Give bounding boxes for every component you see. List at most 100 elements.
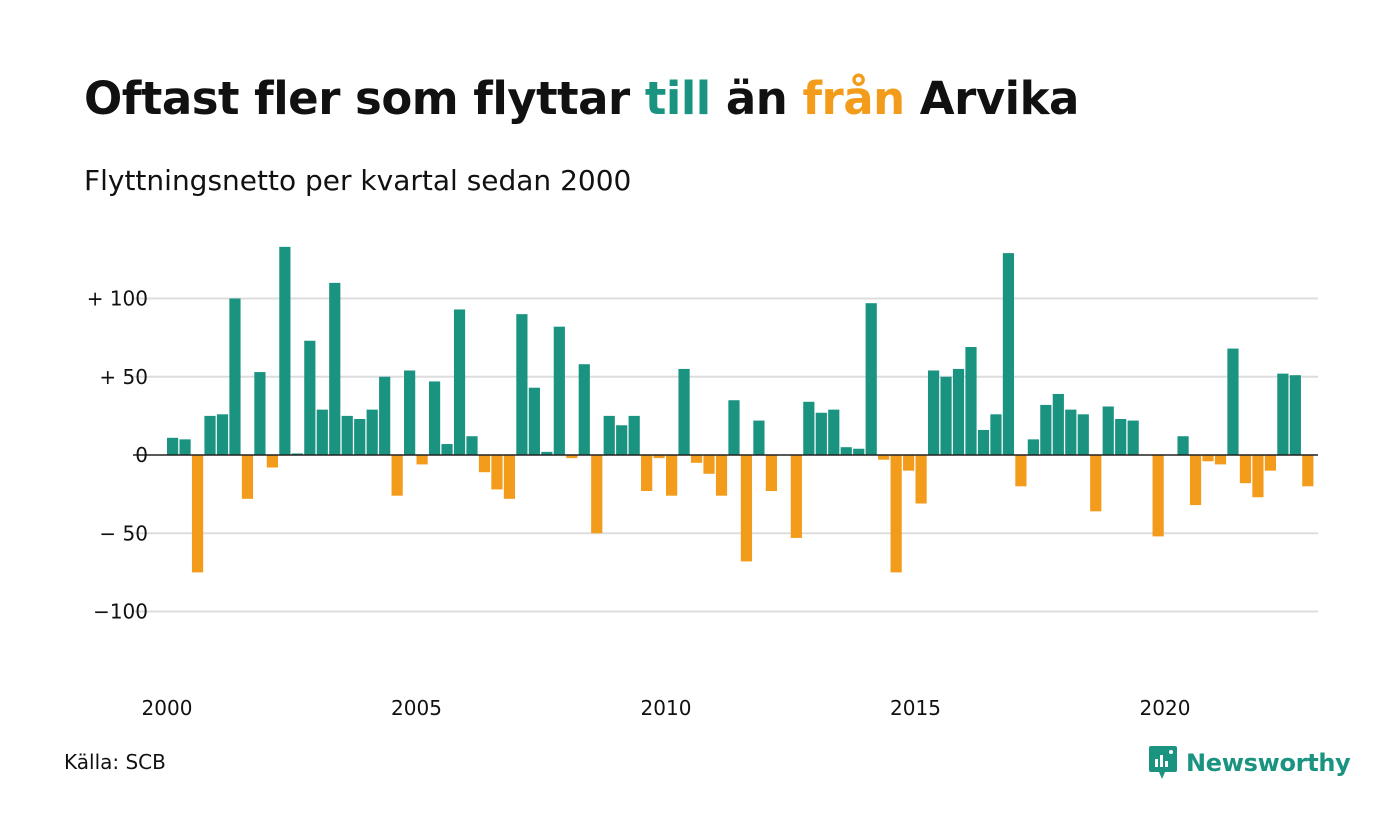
bar xyxy=(341,415,353,456)
x-tick-label: 2010 xyxy=(641,696,692,720)
y-tick-label: −100 xyxy=(93,600,148,624)
bar-chart: + 100 + 50 0 − 50 −100 2000 2005 2010 2015 2020 xyxy=(87,246,1318,720)
bar xyxy=(1277,373,1289,455)
bar xyxy=(678,368,690,456)
bar xyxy=(1127,420,1139,455)
bar xyxy=(478,455,491,473)
bar xyxy=(1115,419,1127,455)
title-part3: Arvika xyxy=(904,72,1080,125)
bar xyxy=(903,455,915,471)
bar xyxy=(1152,455,1164,537)
bar xyxy=(603,415,615,456)
bar xyxy=(1090,455,1102,512)
bar xyxy=(628,415,640,456)
bar xyxy=(1015,455,1027,487)
chart-title: Oftast fler som flyttar till än från Arv… xyxy=(84,72,1079,125)
bar xyxy=(1052,393,1064,455)
bar xyxy=(291,453,303,455)
bar xyxy=(715,455,728,496)
bar xyxy=(1214,455,1227,465)
bar xyxy=(391,455,403,496)
bar xyxy=(553,326,565,455)
bar xyxy=(1252,455,1264,498)
source-note: Källa: SCB xyxy=(64,750,166,774)
x-tick-label: 2000 xyxy=(142,696,193,720)
bar xyxy=(828,409,840,455)
bar xyxy=(703,455,715,474)
y-tick-label: + 100 xyxy=(87,287,148,311)
y-tick-label: 0 xyxy=(135,443,148,467)
bar xyxy=(254,372,266,455)
y-tick-label: − 50 xyxy=(99,521,148,545)
x-tick-label: 2005 xyxy=(391,696,442,720)
bar xyxy=(1077,414,1089,455)
bar xyxy=(965,347,977,455)
bar xyxy=(204,415,216,456)
title-part1: Oftast fler som flyttar xyxy=(84,72,645,125)
bar xyxy=(229,298,241,455)
bar xyxy=(915,455,927,504)
bar xyxy=(641,455,653,491)
bar xyxy=(803,401,815,455)
bar xyxy=(840,447,852,455)
bar xyxy=(179,439,191,455)
bar xyxy=(428,381,441,455)
bar xyxy=(241,455,254,499)
bar xyxy=(503,455,516,499)
bar xyxy=(1002,253,1015,455)
bar xyxy=(566,455,578,459)
bar xyxy=(740,455,753,562)
title-part2: än xyxy=(710,72,803,125)
bar xyxy=(1264,455,1276,471)
bar xyxy=(1239,455,1252,484)
bar xyxy=(952,368,965,456)
bar xyxy=(1177,436,1189,455)
newsworthy-logo-icon xyxy=(1149,746,1177,779)
bar xyxy=(865,303,877,455)
bar xyxy=(853,448,865,455)
x-tick-label: 2020 xyxy=(1140,696,1191,720)
bar xyxy=(790,455,802,538)
bar xyxy=(753,420,765,455)
title-highlight-fran: från xyxy=(802,72,905,125)
bar xyxy=(765,455,777,491)
bar xyxy=(354,419,366,455)
bar xyxy=(666,455,678,496)
bar xyxy=(1102,406,1114,456)
bar xyxy=(304,340,316,455)
bar xyxy=(653,455,665,459)
bar xyxy=(1027,439,1039,455)
bar xyxy=(878,455,890,460)
chart-subtitle: Flyttningsnetto per kvartal sedan 2000 xyxy=(84,164,632,197)
bar xyxy=(541,451,553,455)
bar xyxy=(690,455,703,463)
bar xyxy=(491,455,503,490)
bar xyxy=(191,455,204,573)
bar xyxy=(728,400,740,455)
bar xyxy=(890,455,902,573)
bar xyxy=(1202,455,1214,462)
bar xyxy=(279,246,291,455)
y-axis-tick-labels: + 100 + 50 0 − 50 −100 xyxy=(87,287,148,624)
bar xyxy=(404,370,416,455)
bar xyxy=(1227,348,1239,455)
bar xyxy=(578,364,590,455)
bar xyxy=(815,412,827,455)
bar xyxy=(329,282,341,455)
bar xyxy=(1065,409,1077,455)
bar xyxy=(453,309,466,455)
bar xyxy=(266,455,278,468)
bar xyxy=(528,387,540,455)
bar xyxy=(167,437,179,455)
bar xyxy=(1302,455,1314,487)
bar xyxy=(366,409,378,455)
bar xyxy=(316,409,328,455)
bar xyxy=(216,414,229,455)
y-tick-label: + 50 xyxy=(99,365,148,389)
bar xyxy=(1189,455,1202,506)
bar xyxy=(616,425,628,455)
newsworthy-logo: Newsworthy xyxy=(1148,744,1351,782)
bar xyxy=(1289,375,1301,455)
bar xyxy=(990,414,1002,455)
bar xyxy=(591,455,603,534)
